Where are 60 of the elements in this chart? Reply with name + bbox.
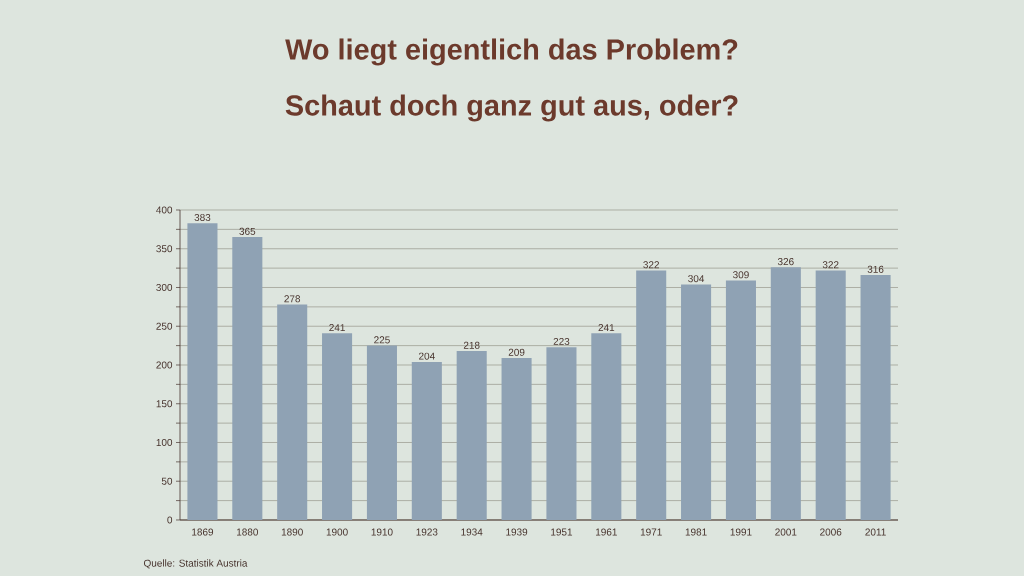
bar bbox=[411, 361, 442, 520]
data-label: 223 bbox=[553, 337, 570, 345]
y-tick-label: 300 bbox=[156, 283, 173, 292]
x-tick-label: 1900 bbox=[326, 528, 348, 536]
x-tick-label: 1981 bbox=[685, 528, 707, 536]
x-tick-label: 1939 bbox=[506, 528, 528, 536]
y-tick-label: 150 bbox=[156, 400, 173, 408]
x-tick-label: 1890 bbox=[281, 528, 303, 536]
bar bbox=[770, 267, 801, 520]
y-tick-label: 100 bbox=[156, 438, 173, 447]
bar bbox=[232, 237, 263, 520]
source-note: Quelle: Statistik Austria bbox=[144, 559, 248, 569]
bar bbox=[187, 223, 218, 520]
data-label: 209 bbox=[508, 348, 525, 356]
data-label: 326 bbox=[777, 258, 794, 266]
x-tick-label: 2001 bbox=[775, 528, 797, 536]
bar bbox=[322, 333, 353, 520]
x-tick-label: 2006 bbox=[820, 528, 842, 536]
data-label: 241 bbox=[329, 324, 345, 332]
bar bbox=[681, 284, 712, 520]
x-tick-label: 1991 bbox=[730, 528, 752, 536]
data-label: 204 bbox=[419, 352, 435, 360]
chart-subtitle: Schaut doch ganz gut aus, oder? bbox=[285, 94, 738, 122]
bar bbox=[591, 333, 622, 520]
bar bbox=[636, 270, 667, 520]
y-tick-label: 250 bbox=[156, 322, 173, 330]
chart-title: Wo liegt eigentlich das Problem? bbox=[285, 38, 738, 66]
data-label: 278 bbox=[284, 295, 301, 303]
bar bbox=[815, 270, 846, 520]
bar bbox=[501, 358, 532, 520]
data-label: 365 bbox=[239, 227, 256, 235]
data-label: 383 bbox=[194, 213, 211, 221]
bar bbox=[725, 280, 756, 520]
data-label: 316 bbox=[867, 265, 884, 273]
bar bbox=[456, 351, 487, 520]
x-tick-label: 1951 bbox=[551, 528, 573, 536]
x-tick-label: 1961 bbox=[596, 528, 617, 536]
bar bbox=[546, 347, 577, 520]
data-label: 241 bbox=[598, 324, 615, 332]
data-label: 322 bbox=[643, 261, 660, 269]
y-tick-label: 200 bbox=[156, 361, 173, 369]
x-tick-label: 1923 bbox=[416, 528, 438, 536]
data-label: 309 bbox=[733, 271, 749, 279]
x-tick-label: 2011 bbox=[865, 528, 886, 536]
y-tick-label: 350 bbox=[156, 245, 173, 253]
bar bbox=[366, 345, 397, 520]
x-tick-label: 1910 bbox=[371, 528, 393, 536]
x-tick-label: 1880 bbox=[237, 528, 259, 536]
x-tick-label: 1869 bbox=[192, 528, 214, 536]
y-tick-label: 50 bbox=[161, 477, 173, 485]
y-tick-label: 400 bbox=[156, 206, 173, 214]
bar bbox=[860, 275, 891, 520]
x-tick-label: 1934 bbox=[461, 528, 483, 536]
data-label: 218 bbox=[463, 341, 480, 349]
bar bbox=[277, 304, 308, 520]
y-tick-label: 0 bbox=[167, 516, 173, 524]
data-label: 225 bbox=[374, 336, 390, 344]
data-label: 322 bbox=[822, 261, 839, 269]
data-label: 304 bbox=[688, 275, 705, 283]
x-tick-label: 1971 bbox=[640, 528, 662, 536]
